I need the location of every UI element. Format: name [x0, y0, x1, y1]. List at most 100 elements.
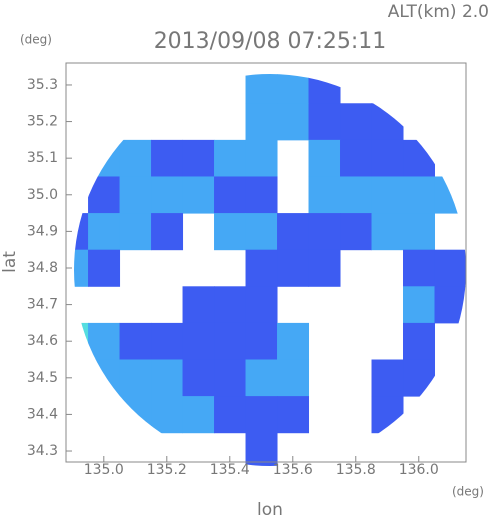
chart-title: 2013/09/08 07:25:11 [154, 29, 387, 54]
echo-cell [308, 249, 341, 287]
y-tick-label: 34.3 [27, 443, 58, 459]
echo-cell [245, 74, 278, 104]
echo-cell [151, 359, 184, 397]
echo-cell [340, 139, 373, 177]
y-tick-label: 34.8 [27, 260, 58, 276]
echo-cell [151, 213, 184, 251]
echo-cell [245, 249, 278, 287]
y-tick-label: 34.4 [27, 406, 58, 422]
y-tick-label: 35.3 [27, 77, 58, 93]
altitude: ALT(km) 2.0 [388, 2, 489, 22]
echo-cell [214, 359, 247, 397]
echo-cell [119, 213, 152, 251]
echo-cell [151, 139, 184, 177]
x-tick-label: 135.8 [336, 462, 376, 478]
echo-cell [74, 322, 89, 361]
echo-cell [74, 213, 89, 251]
echo-cell [403, 139, 436, 177]
echo-field [74, 74, 466, 466]
echo-cell [214, 176, 247, 214]
echo-cell [74, 249, 89, 287]
echo-cell [214, 139, 247, 177]
echo-cell [151, 322, 184, 361]
y-unit: (deg) [20, 33, 52, 47]
echo-cell [403, 359, 436, 397]
y-tick-label: 34.7 [27, 297, 58, 313]
echo-cell [371, 396, 404, 434]
y-tick-label: 35.2 [27, 114, 58, 130]
echo-cell [182, 396, 215, 434]
echo-cell [308, 176, 341, 214]
echo-cell [277, 74, 310, 104]
echo-cell [119, 396, 152, 434]
x-tick-label: 136.0 [399, 462, 439, 478]
echo-cell [88, 213, 121, 251]
echo-cell [371, 213, 404, 251]
echo-cell [88, 359, 121, 397]
echo-cell [88, 249, 121, 287]
echo-cell [214, 396, 247, 434]
y-tick-label: 34.9 [27, 223, 58, 239]
echo-cell [214, 213, 247, 251]
echo-cell [277, 213, 310, 251]
echo-cell [182, 359, 215, 397]
echo-cell [434, 176, 466, 214]
echo-cell [245, 359, 278, 397]
echo-cell [119, 176, 152, 214]
echo-cell [308, 74, 341, 104]
y-tick-label: 34.6 [27, 333, 58, 349]
echo-cell [214, 322, 247, 361]
echo-cell [151, 396, 184, 434]
y-tick-label: 35.1 [27, 150, 58, 166]
plot-frame [65, 62, 467, 463]
echo-cell [245, 213, 278, 251]
echo-cell [308, 103, 341, 141]
echo-cell [245, 139, 278, 177]
echo-cell [277, 396, 310, 434]
echo-cell [214, 286, 247, 324]
echo-cell [371, 359, 404, 397]
echo-cell [277, 249, 310, 287]
echo-cell [308, 139, 341, 177]
echo-cell [119, 322, 152, 361]
x-unit: (deg) [452, 485, 484, 499]
x-axis-label: lon [257, 500, 283, 520]
echo-cell [88, 322, 121, 361]
echo-cell [151, 176, 184, 214]
echo-cell [403, 213, 436, 251]
echo-cell [434, 286, 466, 324]
echo-cell [371, 139, 404, 177]
echo-cell [277, 359, 310, 397]
echo-cell [403, 249, 436, 287]
echo-cell [245, 103, 278, 141]
echo-cell [182, 176, 215, 214]
x-tick-label: 135.0 [84, 462, 124, 478]
echo-cell [340, 176, 373, 214]
y-tick-label: 35.0 [27, 187, 58, 203]
echo-cell [88, 139, 121, 177]
y-axis-label: lat [0, 251, 20, 273]
echo-cell [403, 322, 436, 361]
echo-cell [182, 286, 215, 324]
echo-cell [245, 432, 278, 466]
echo-cell [245, 396, 278, 434]
echo-cell [182, 322, 215, 361]
echo-cell [403, 286, 436, 324]
echo-cell [119, 139, 152, 177]
echo-cell [88, 176, 121, 214]
echo-cell [277, 322, 310, 361]
echo-cell [371, 103, 404, 141]
echo-cell [403, 176, 436, 214]
echo-cell [245, 286, 278, 324]
x-tick-label: 135.4 [210, 462, 250, 478]
echo-cell [245, 176, 278, 214]
echo-cell [308, 213, 341, 251]
echo-cell [119, 359, 152, 397]
echo-cell [434, 249, 466, 287]
echo-cell [340, 213, 373, 251]
echo-cell [245, 322, 278, 361]
echo-cell [277, 103, 310, 141]
x-tick-label: 135.6 [273, 462, 313, 478]
echo-cell [371, 176, 404, 214]
